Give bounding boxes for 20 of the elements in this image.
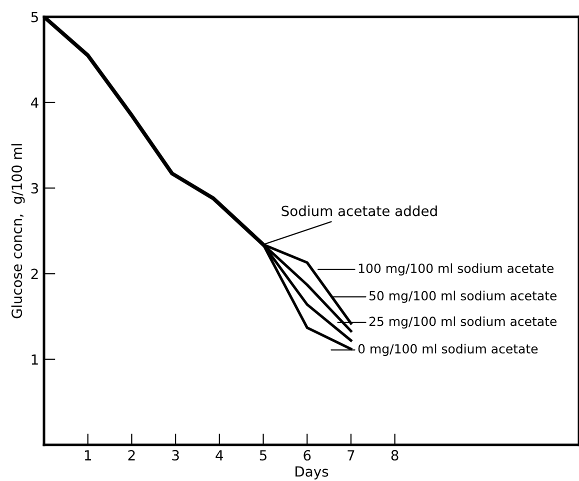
x-tick-label: 6 xyxy=(304,450,311,461)
x-tick-label: 3 xyxy=(172,450,179,461)
x-tick-label: 2 xyxy=(128,450,135,460)
x-tick-label: 1 xyxy=(84,450,91,460)
legend-label: 100 mg/100 ml sodium acetate xyxy=(358,263,554,276)
x-tick-label: 8 xyxy=(391,450,398,461)
x-axis-title: Days xyxy=(296,466,328,480)
legend-label: 25 mg/100 ml sodium acetate xyxy=(369,316,557,329)
legend-label: 0 mg/100 ml sodium acetate xyxy=(358,344,538,356)
y-tick-label: 4 xyxy=(30,98,38,108)
legend-label: 50 mg/100 ml sodium acetate xyxy=(369,290,557,303)
x-tick-label: 5 xyxy=(260,450,266,461)
x-tick-label: 7 xyxy=(348,450,354,460)
y-axis-title: Glucose concn, g/100 ml xyxy=(11,144,25,318)
y-tick-label: 1 xyxy=(32,354,38,365)
y-tick-label: 5 xyxy=(31,12,38,22)
x-tick-label: 4 xyxy=(216,450,224,460)
y-tick-label: 3 xyxy=(31,183,38,194)
y-tick-label: 2 xyxy=(31,268,38,279)
annotation: Sodium acetate added xyxy=(282,205,437,216)
